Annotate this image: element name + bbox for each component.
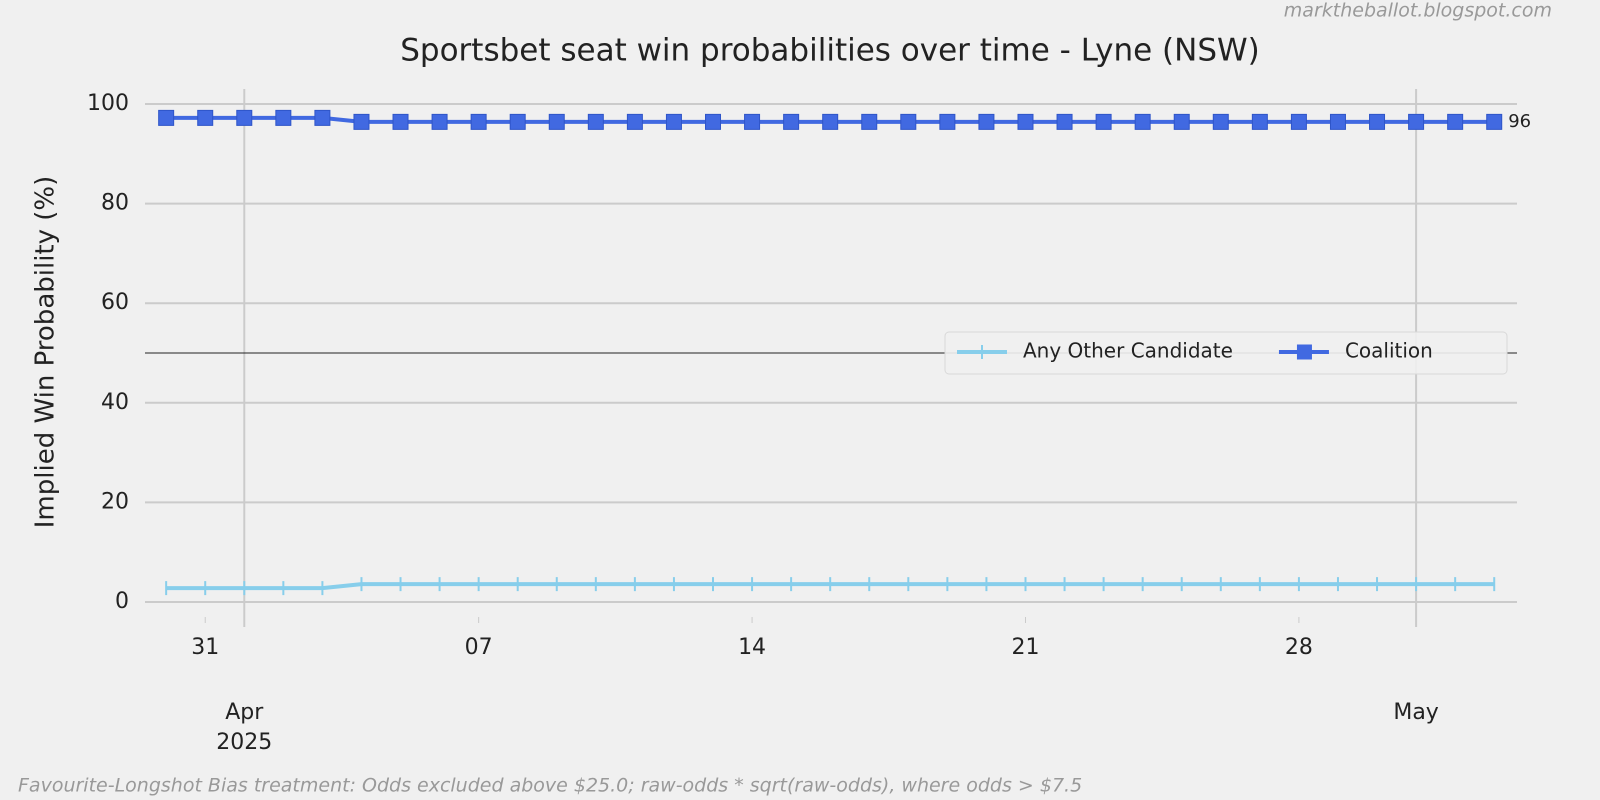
x-tick-label: 31	[191, 635, 219, 660]
marker	[353, 113, 370, 130]
y-axis-label: Implied Win Probability (%)	[31, 176, 61, 529]
x-tick-label: 14	[738, 635, 766, 660]
x-tick-label: 21	[1011, 635, 1039, 660]
marker	[1408, 113, 1425, 130]
marker	[509, 113, 526, 130]
marker	[1447, 113, 1464, 130]
y-tick-label: 60	[101, 290, 129, 315]
y-tick-label: 40	[101, 390, 129, 415]
marker	[1212, 113, 1229, 130]
end-label: 96	[1508, 111, 1531, 132]
y-tick-label: 80	[101, 191, 129, 216]
marker	[783, 113, 800, 130]
chart-title: Sportsbet seat win probabilities over ti…	[400, 33, 1260, 69]
marker	[1173, 113, 1190, 130]
watermark: marktheballot.blogspot.com	[1284, 0, 1552, 22]
legend: Any Other Candidate Coalition	[944, 331, 1508, 375]
marker	[431, 113, 448, 130]
marker	[705, 113, 722, 130]
marker	[822, 113, 839, 130]
marker	[1017, 113, 1034, 130]
marker	[548, 113, 565, 130]
marker	[1095, 113, 1112, 130]
y-tick-label: 20	[101, 489, 129, 514]
marker	[1056, 113, 1073, 130]
marker	[861, 113, 878, 130]
marker	[587, 113, 604, 130]
marker	[744, 113, 761, 130]
x-tick-label: 28	[1285, 635, 1313, 660]
marker	[665, 113, 682, 130]
legend-marker	[1296, 344, 1312, 360]
marker	[392, 113, 409, 130]
legend-box	[944, 331, 1508, 375]
marker	[1329, 113, 1346, 130]
marker	[1369, 113, 1386, 130]
x-major-tick-label: May	[1393, 700, 1438, 725]
marker	[626, 113, 643, 130]
marker	[900, 113, 917, 130]
marker	[197, 109, 214, 126]
marker	[236, 109, 253, 126]
y-tick-label: 100	[87, 91, 129, 116]
x-major-tick-label: Apr	[225, 700, 264, 725]
footnote: Favourite-Longshot Bias treatment: Odds …	[18, 775, 1082, 797]
marker	[1486, 113, 1503, 130]
marker	[939, 113, 956, 130]
marker	[1290, 113, 1307, 130]
marker	[470, 113, 487, 130]
y-tick-label: 0	[115, 589, 129, 614]
x-tick-label: 07	[465, 635, 493, 660]
marker	[978, 113, 995, 130]
marker	[1134, 113, 1151, 130]
marker	[158, 109, 175, 126]
marker	[314, 109, 331, 126]
marker	[1251, 113, 1268, 130]
legend-label: Coalition	[1345, 339, 1433, 363]
x-major-tick-sublabel: 2025	[216, 730, 272, 755]
marker	[275, 109, 292, 126]
legend-label: Any Other Candidate	[1023, 339, 1233, 363]
